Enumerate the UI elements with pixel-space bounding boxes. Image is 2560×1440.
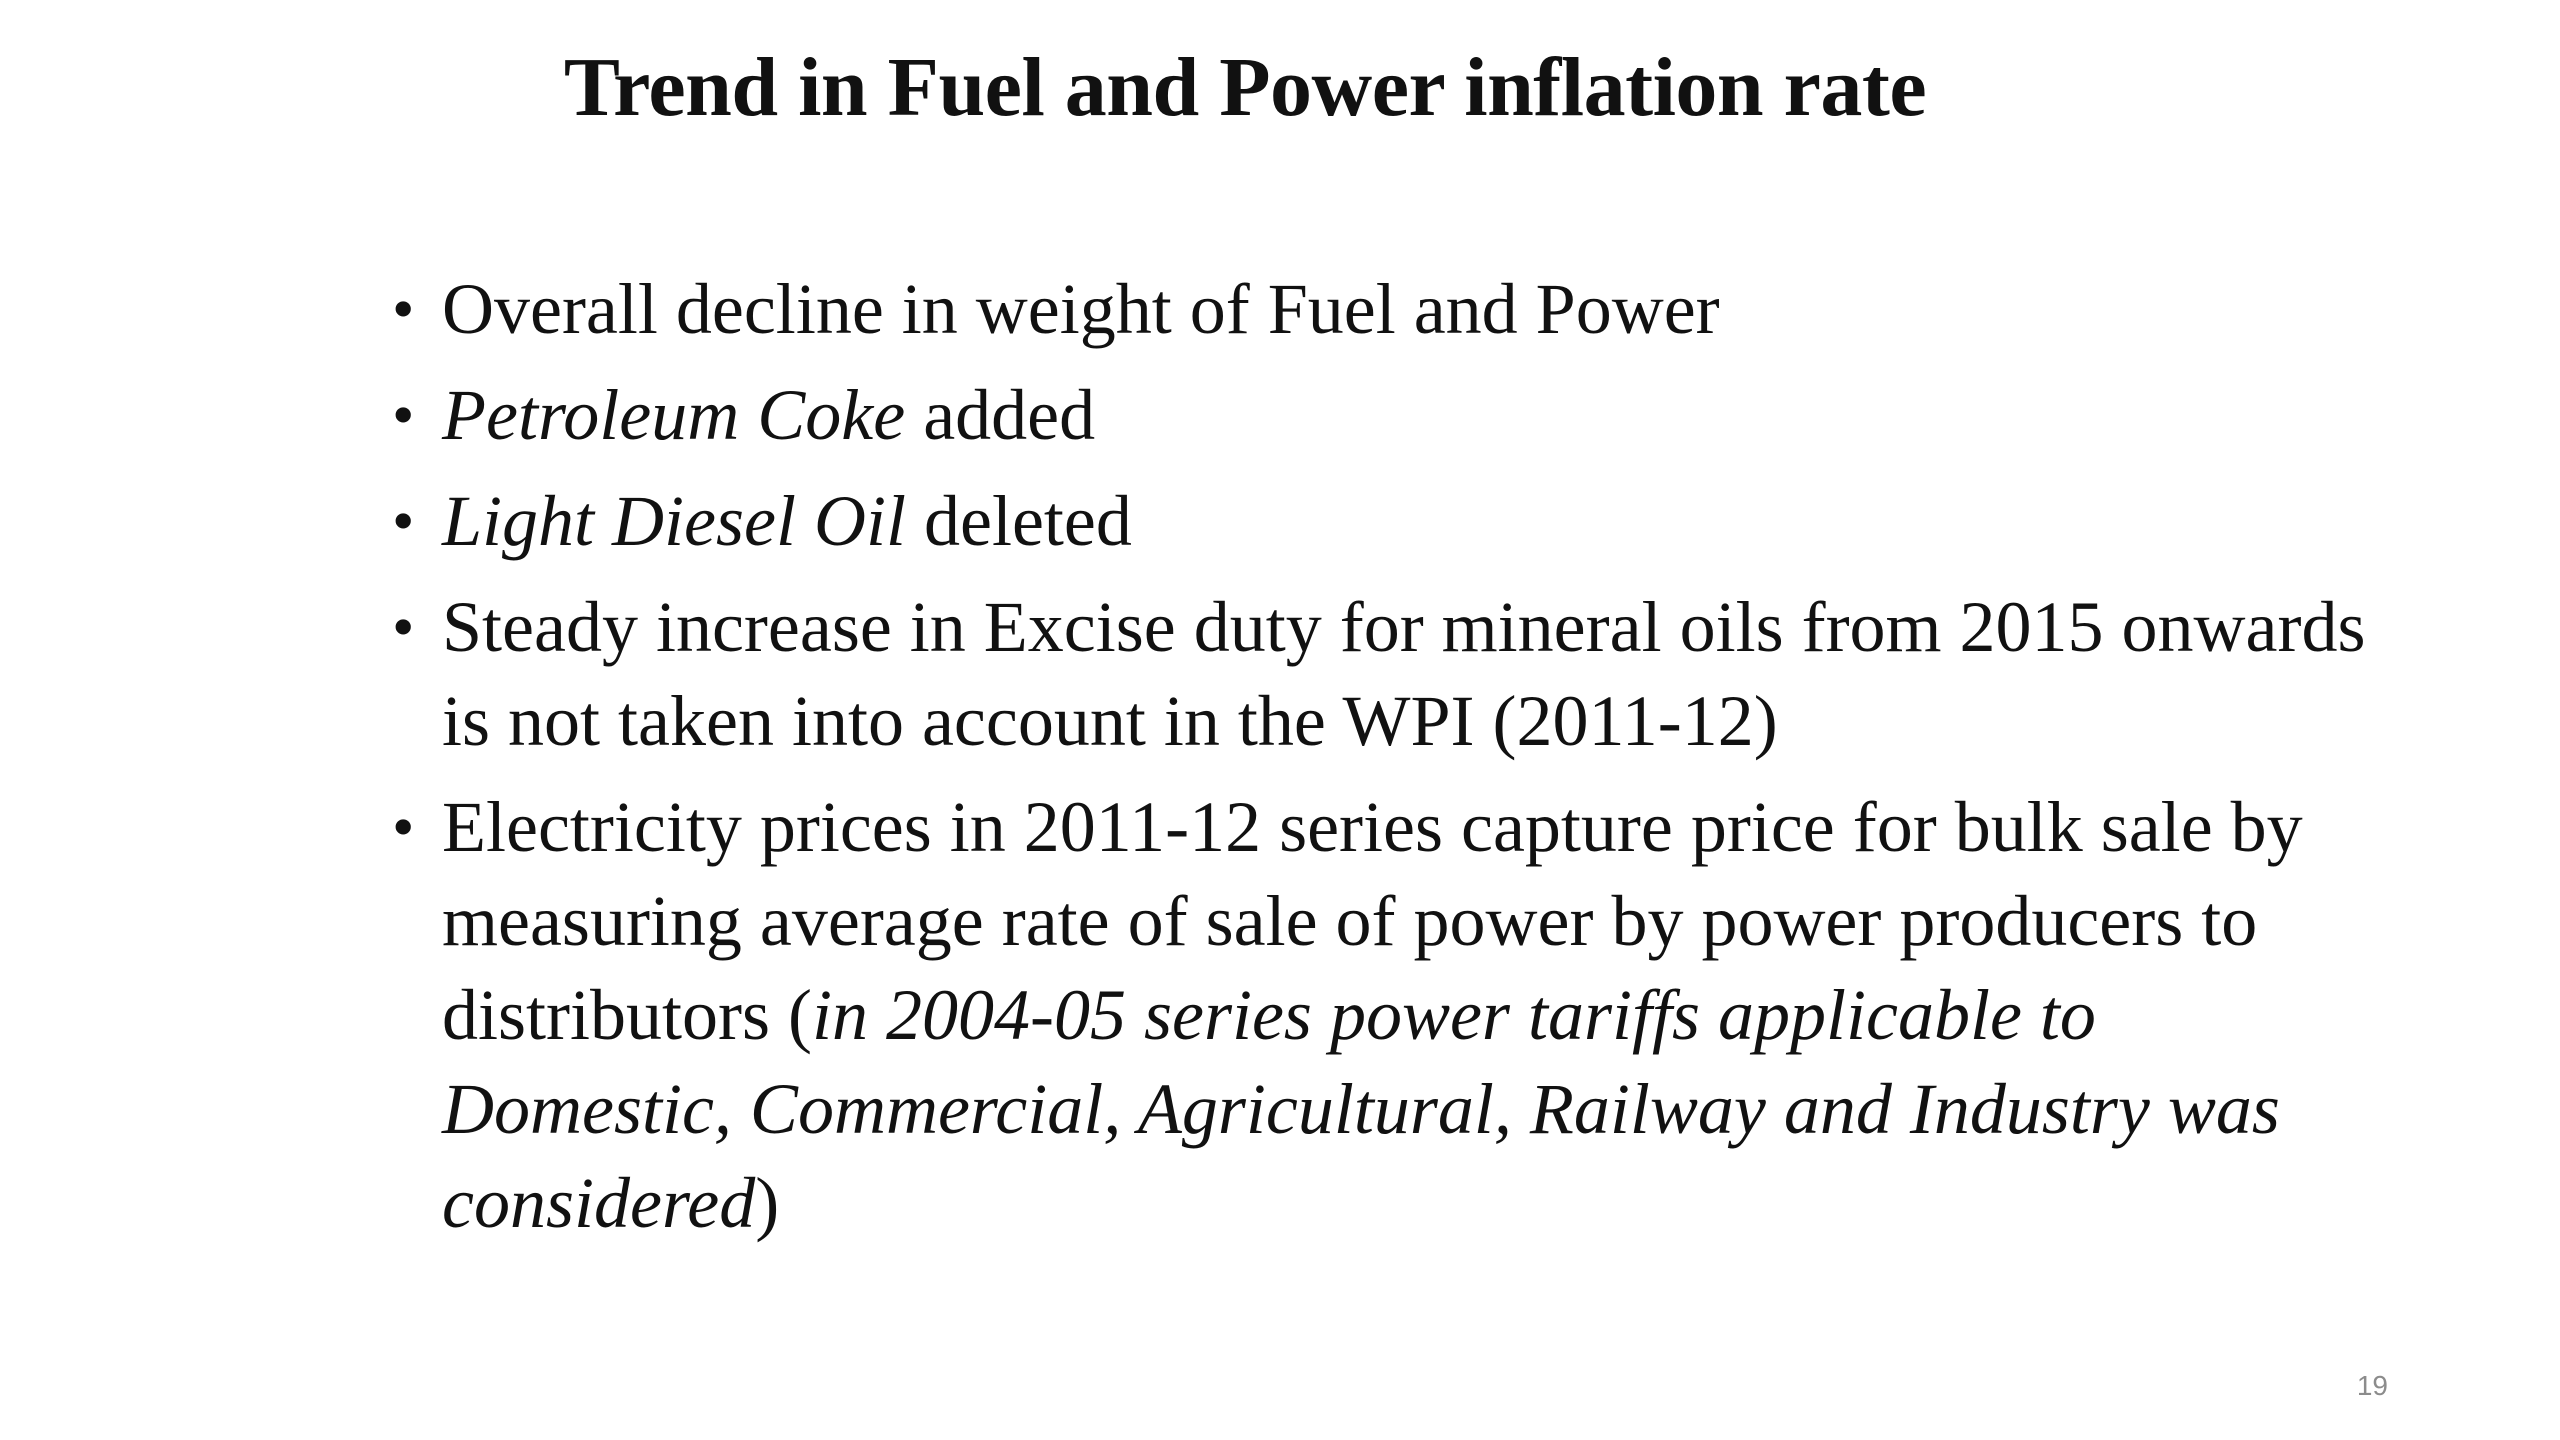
bullet-text: deleted [906, 481, 1132, 561]
bullet-text: Electricity prices in 2011-12 series cap… [442, 787, 2303, 1055]
bullet-text-italic: Petroleum Coke [442, 375, 906, 455]
bullet-text: Steady increase in Excise duty for miner… [442, 587, 2366, 761]
bullet-item-excise-duty: Steady increase in Excise duty for miner… [392, 580, 2392, 768]
bullet-item-light-diesel-oil: Light Diesel Oil deleted [392, 474, 2392, 568]
bullet-text-italic: Light Diesel Oil [442, 481, 906, 561]
bullet-text: Overall decline in weight of Fuel and Po… [442, 269, 1720, 349]
bullet-item-petroleum-coke: Petroleum Coke added [392, 368, 2392, 462]
bullet-text: ) [755, 1163, 780, 1243]
bullet-item-electricity-prices: Electricity prices in 2011-12 series cap… [392, 780, 2392, 1250]
bullet-text: added [905, 375, 1096, 455]
page-number: 19 [2356, 1370, 2388, 1401]
bullet-list: Overall decline in weight of Fuel and Po… [392, 262, 2392, 1262]
slide-title-text: Trend in Fuel and Power inflation rate [563, 41, 1927, 134]
bullet-text-italic: in 2004-05 series power tariffs applicab… [442, 975, 2280, 1243]
slide-title: Trend in Fuel and Power inflation rate [0, 38, 2560, 138]
bullet-item-weight-decline: Overall decline in weight of Fuel and Po… [392, 262, 2392, 356]
